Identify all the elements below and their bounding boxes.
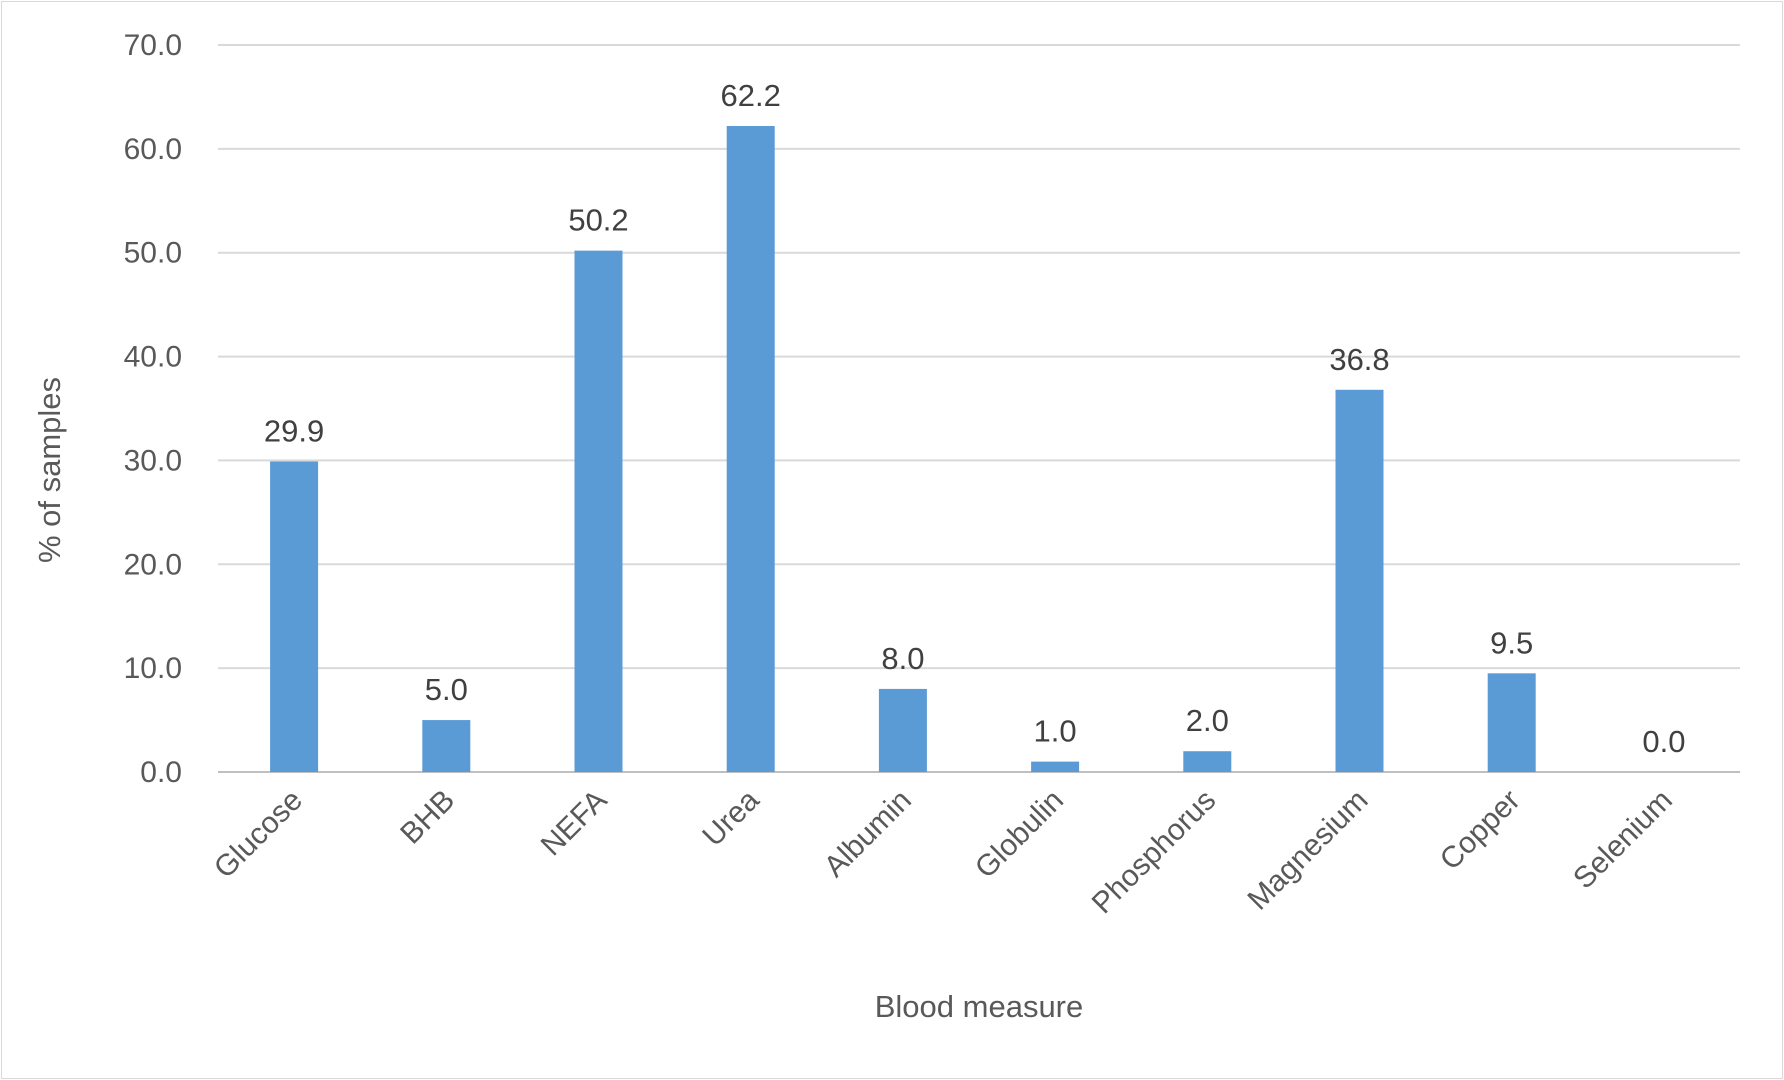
y-tick-label: 30.0: [124, 444, 182, 477]
y-axis-title: % of samples: [32, 377, 67, 563]
x-tick-label: NEFA: [535, 784, 614, 863]
data-label: 0.0: [1642, 724, 1685, 759]
data-label: 62.2: [721, 78, 781, 113]
data-label: 8.0: [881, 641, 924, 676]
y-tick-label: 0.0: [140, 756, 182, 789]
bar: [1335, 389, 1384, 772]
y-tick-label: 10.0: [124, 652, 182, 685]
y-axis-ticks: 0.0 10.0 20.0 30.0 40.0 50.0 60.0 70.0: [124, 29, 182, 789]
x-tick-label: Magnesium: [1241, 784, 1374, 917]
x-tick-label: BHB: [394, 784, 461, 851]
bar: [422, 720, 471, 772]
data-label: 1.0: [1034, 714, 1077, 749]
y-tick-label: 70.0: [124, 29, 182, 62]
y-tick-label: 40.0: [124, 341, 182, 374]
bar: [726, 126, 775, 773]
x-axis-ticks: Glucose BHB NEFA Urea Albumin Globulin Phospho…: [208, 783, 1679, 920]
data-label: 5.0: [425, 672, 468, 707]
x-axis-title: Blood measure: [875, 989, 1084, 1024]
bar: [1183, 751, 1232, 772]
x-tick-label: Glucose: [208, 784, 309, 885]
x-tick-label: Urea: [696, 783, 766, 853]
bar: [574, 250, 623, 772]
data-label: 29.9: [264, 413, 324, 448]
y-tick-label: 50.0: [124, 237, 182, 270]
data-label: 36.8: [1329, 342, 1389, 377]
x-tick-label: Phosphorus: [1086, 784, 1223, 921]
data-label: 2.0: [1186, 703, 1229, 738]
bar: [878, 688, 927, 772]
y-tick-label: 20.0: [124, 548, 182, 581]
y-tick-label: 60.0: [124, 133, 182, 166]
x-tick-label: Globulin: [969, 784, 1070, 885]
data-label: 9.5: [1490, 625, 1533, 660]
bar: [270, 461, 319, 772]
bars: [270, 126, 1536, 773]
bar: [1031, 761, 1080, 772]
data-labels: 29.9 5.0 50.2 62.2 8.0 1.0 2.0 36.8 9.5 0.0: [264, 78, 1686, 759]
x-tick-label: Selenium: [1567, 784, 1679, 896]
bar: [1487, 673, 1536, 772]
x-tick-label: Copper: [1434, 784, 1527, 877]
gridlines: [218, 44, 1740, 773]
x-tick-label: Albumin: [818, 784, 918, 884]
data-label: 50.2: [568, 203, 628, 238]
